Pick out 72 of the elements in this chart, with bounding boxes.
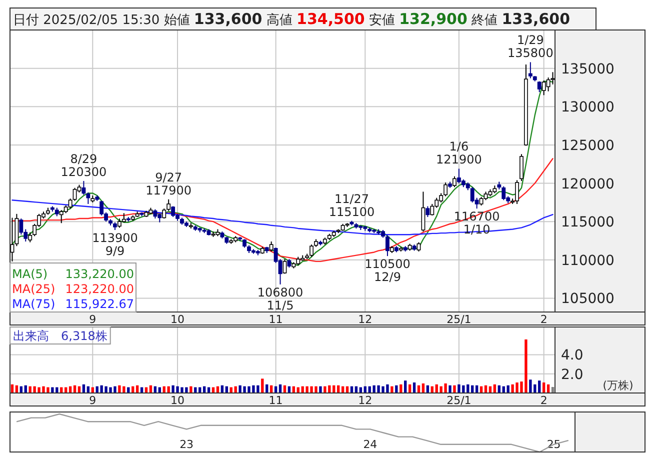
y-tick-label: 135000 — [561, 61, 614, 78]
bar — [538, 380, 541, 393]
bar — [395, 385, 398, 393]
candlestick — [19, 218, 24, 236]
chart-title: 日付 2025/02/05 15:30 始値 133,600 高値 134,500 安値 132,900 終値 133,600 — [13, 10, 570, 28]
annotation: 1/6 121900 — [436, 140, 482, 167]
x-tick-label: 2 — [540, 394, 548, 407]
bar — [324, 386, 326, 393]
legend: MA(5) 133,220.00 MA(25) 123,220.00 MA(75) 115,922.67 — [10, 262, 136, 312]
annotation: 8/29 120300 — [60, 152, 107, 179]
x-tick-label: 24 — [363, 438, 378, 451]
x-tick-label: 12 — [358, 394, 372, 407]
candlestick — [82, 180, 86, 196]
candlestick — [269, 241, 274, 252]
y-tick-label: 125000 — [561, 138, 614, 154]
candlestick — [426, 206, 430, 218]
bar — [453, 385, 456, 393]
candlestick — [421, 191, 426, 232]
bar — [319, 386, 322, 393]
x-tick-label: 12 — [358, 313, 372, 326]
x-tick-label: 9 — [89, 394, 96, 407]
y-tick-label: 110000 — [561, 252, 614, 269]
annotation: 106800 11/5 — [257, 285, 304, 312]
candlestick — [166, 198, 171, 212]
bar — [448, 385, 452, 393]
chart-title: 出来高 6,318株 — [13, 329, 108, 343]
y-tick-label: 4.0 — [561, 348, 584, 364]
y-tick-label: 2.0 — [561, 366, 584, 383]
x-tick-label: 11 — [268, 394, 283, 407]
annotation: 9/27 117900 — [146, 170, 192, 198]
candlestick — [546, 77, 550, 92]
candlestick — [528, 62, 532, 79]
bar — [390, 386, 394, 393]
bar — [529, 380, 532, 393]
candlestick — [452, 176, 456, 188]
candlestick — [502, 186, 506, 201]
x-tick-label: 2 — [540, 313, 548, 326]
annotation: 1/29 135800 — [508, 33, 554, 60]
y-tick-label: 105000 — [561, 291, 614, 308]
candlestick — [28, 232, 32, 243]
x-tick-label: 10 — [170, 313, 185, 326]
y-tick-label: 120000 — [561, 176, 614, 192]
y-axis-title: (万株) — [602, 379, 634, 392]
annotation: 110500 12/9 — [364, 257, 410, 284]
candlestick — [444, 182, 448, 197]
candlestick — [550, 72, 555, 85]
annotation: 11/27 115100 — [328, 192, 375, 219]
bar — [190, 386, 192, 393]
x-tick-label: 9 — [89, 313, 96, 326]
x-tick-label: 10 — [170, 394, 185, 407]
candlestick — [10, 217, 14, 262]
annotation: 113900 9/9 — [92, 231, 138, 258]
candlestick — [122, 212, 126, 223]
candlestick — [310, 244, 314, 258]
candlestick — [282, 258, 287, 274]
x-tick-label: 23 — [180, 438, 194, 451]
candlestick — [430, 203, 434, 216]
candlestick — [162, 208, 166, 220]
y-tick-label: 130000 — [561, 100, 614, 116]
bar — [167, 386, 170, 393]
x-tick-label: 25/1 — [446, 313, 472, 326]
bar — [404, 380, 407, 393]
candlestick — [416, 242, 421, 252]
candlestick — [386, 234, 390, 257]
bar — [261, 378, 264, 393]
x-tick-label: 25/1 — [446, 394, 472, 407]
y-tick-label: 115000 — [561, 214, 614, 231]
x-tick-label: 11 — [268, 313, 283, 326]
candlestick — [520, 154, 524, 182]
candlestick — [153, 208, 158, 220]
bar — [51, 387, 54, 393]
candlestick — [86, 192, 90, 204]
